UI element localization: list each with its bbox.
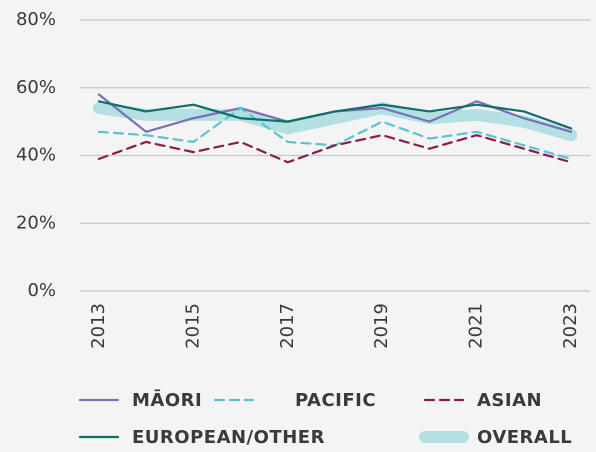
legend-label: PACIFIC — [295, 390, 376, 411]
legend-label: EUROPEAN/OTHER — [132, 427, 325, 448]
legend-item: PACIFIC — [213, 390, 376, 411]
legend-label: MĀORI — [132, 390, 202, 411]
x-tick-label: 2019 — [371, 303, 392, 349]
legend-item: ASIAN — [423, 390, 542, 411]
y-tick-label: 0% — [27, 280, 56, 301]
series-line — [97, 100, 573, 130]
legend-item: MĀORI — [78, 390, 202, 411]
y-tick-label: 60% — [16, 77, 56, 98]
series-line — [92, 102, 578, 142]
y-tick-label: 20% — [16, 212, 56, 233]
x-tick-label: 2021 — [466, 303, 487, 349]
legend-item: EUROPEAN/OTHER — [78, 427, 325, 448]
legend-label: OVERALL — [477, 427, 572, 448]
x-tick-label: 2015 — [182, 303, 203, 349]
y-tick-label: 40% — [16, 145, 56, 166]
x-tick-label: 2017 — [277, 303, 298, 349]
legend-label: ASIAN — [477, 390, 542, 411]
series-line — [97, 134, 573, 164]
legend-item: OVERALL — [419, 427, 572, 448]
x-tick-label: 2013 — [88, 303, 109, 349]
y-tick-label: 80% — [16, 9, 56, 30]
x-tick-label: 2023 — [560, 303, 581, 349]
